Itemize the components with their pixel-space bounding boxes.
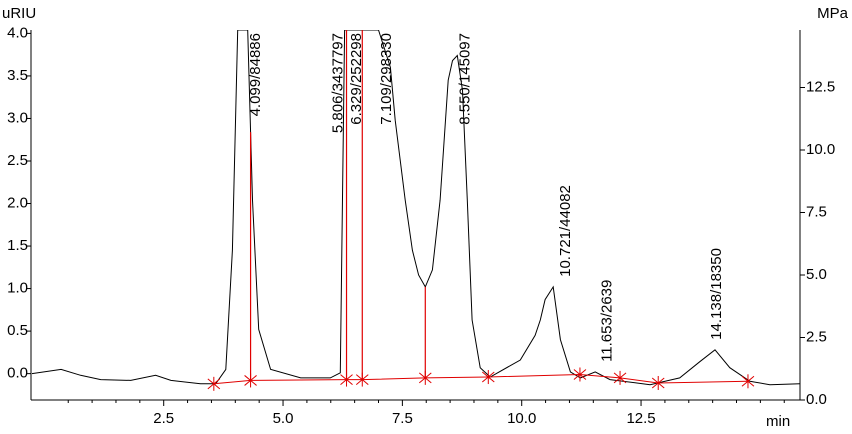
signal-line [31,30,800,386]
y-tick-label: 1.0 [7,280,28,297]
peak-label: 14.138/18350 [708,248,725,340]
baseline-marker [207,376,221,391]
marker-stroke [651,377,665,389]
marker-stroke [573,369,587,380]
y-axis-label: uRIU [2,5,36,22]
marker-stroke [741,375,755,387]
y2-tick-label: 10.0 [806,141,835,158]
y-tick-label: 0.0 [7,365,28,382]
x-axis-label: min [766,413,790,430]
peak-label: 8.550/145097 [456,33,473,125]
y-tick-label: 1.5 [7,237,28,254]
y-tick-label: 0.5 [7,322,28,339]
baseline-marker [573,367,587,382]
x-tick-label: 12.5 [626,410,655,427]
y2-tick-label: 0.0 [806,391,827,408]
marker-stroke [340,374,353,385]
baseline-marker [481,370,495,385]
x-tick-label: 5.0 [273,410,294,427]
x-tick-label: 10.0 [507,410,536,427]
baseline-marker [651,375,665,390]
marker-stroke [207,378,221,390]
marker-stroke [418,372,432,384]
plot-area [31,30,800,386]
peak-label: 5.806/3437797 [329,33,346,133]
marker-stroke [481,371,495,383]
x-tick-label: 2.5 [153,410,174,427]
baseline-marker [340,372,353,387]
baseline-line [213,373,749,385]
y2-tick-label: 12.5 [806,78,835,95]
x-tick-label: 7.5 [392,410,413,427]
baseline-marker [418,370,432,385]
y-tick-label: 3.0 [7,109,28,126]
baseline-marker [244,373,257,388]
y-tick-label: 4.0 [7,24,28,41]
peak-label: 4.099/84886 [247,33,264,116]
peak-label: 6.329/252298 [348,33,365,125]
y2-axis-label: MPa [817,5,849,22]
marker-stroke [613,372,627,384]
baseline-marker [613,370,627,385]
y-tick-label: 2.0 [7,194,28,211]
y2-tick-label: 7.5 [806,203,827,220]
peak-label: 7.109/298330 [378,33,395,125]
peak-label: 10.721/44082 [557,185,574,277]
peak-label: 11.653/2639 [599,280,616,362]
marker-stroke [355,374,369,385]
marker-stroke [244,375,257,386]
y2-tick-label: 2.5 [806,328,827,345]
baseline-marker [355,372,369,387]
y2-tick-label: 5.0 [806,266,827,283]
y-tick-label: 3.5 [7,67,28,84]
y-tick-label: 2.5 [7,152,28,169]
baseline-marker [741,374,755,389]
